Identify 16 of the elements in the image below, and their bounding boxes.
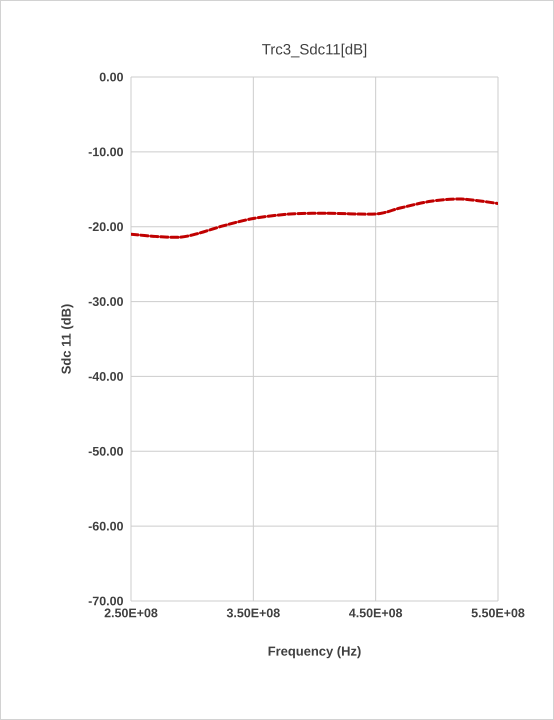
y-tick-label: -40.00 (88, 372, 123, 381)
y-tick-label: -70.00 (88, 596, 123, 606)
chart-title: Trc3_Sdc11[dB] (262, 44, 366, 58)
y-tick-label: -10.00 (88, 147, 123, 156)
y-tick-label: 0.00 (100, 72, 123, 82)
y-tick-label: -20.00 (88, 222, 123, 232)
x-tick-label: 4.50E+08 (349, 608, 402, 618)
y-tick-label: -60.00 (88, 522, 123, 531)
y-tick-label: -30.00 (88, 297, 123, 306)
line-series (131, 197, 498, 239)
x-axis-title: Frequency (Hz) (268, 646, 361, 658)
y-axis-title: Sdc 11 (dB) (61, 304, 74, 374)
x-tick-label: 2.50E+08 (104, 608, 158, 618)
x-tick-label: 3.50E+08 (226, 608, 280, 618)
x-tick-label: 5.50E+08 (472, 608, 524, 618)
y-tick-label: -50.00 (88, 446, 123, 456)
